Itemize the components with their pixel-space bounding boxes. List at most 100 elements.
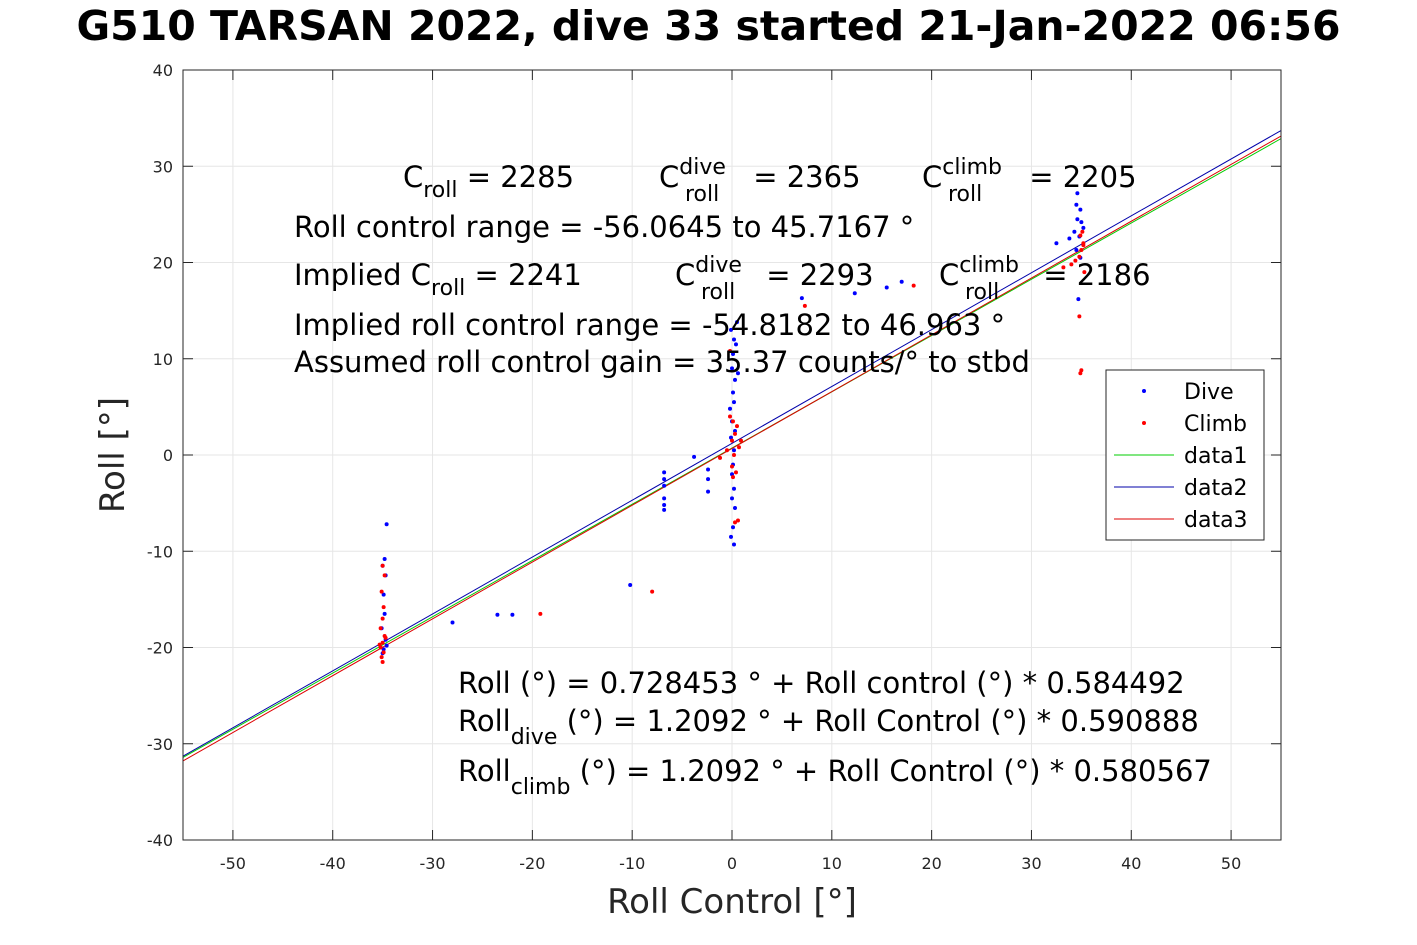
climb-point — [1061, 265, 1066, 270]
legend-label-data3: data3 — [1184, 508, 1248, 533]
dive-point — [1054, 241, 1059, 246]
climb-point — [380, 659, 385, 664]
x-tick-label: 30 — [1021, 854, 1041, 873]
climb-point — [1073, 258, 1078, 263]
x-tick-label: 10 — [822, 854, 842, 873]
dive-point — [1078, 207, 1083, 212]
dive-point — [899, 279, 904, 284]
climb-point — [379, 655, 384, 660]
legend-label-dive: Dive — [1184, 380, 1234, 405]
fit-overall: Roll (°) = 0.728453 ° + Roll control (°)… — [458, 666, 1185, 700]
fit-line-data2 — [182, 130, 1282, 757]
dive-point — [381, 647, 386, 652]
climb-point — [538, 611, 543, 616]
x-tick-label: 50 — [1221, 854, 1241, 873]
roll-control-range: Roll control range = -56.0645 to 45.7167… — [294, 210, 914, 244]
dive-point — [692, 454, 697, 459]
climb-point — [730, 419, 735, 424]
dive-point — [730, 351, 735, 356]
x-tick-label: -30 — [419, 854, 445, 873]
climb-point — [378, 626, 383, 631]
climb-point — [733, 470, 738, 475]
fit-dive: Rolldive (°) = 1.2092 ° + Roll Control (… — [458, 704, 1199, 750]
dive-point — [382, 611, 387, 616]
climb-point — [650, 589, 655, 594]
dive-point — [733, 342, 738, 347]
dive-point — [728, 406, 733, 411]
x-tick-label: 0 — [727, 854, 737, 873]
legend-marker-dive — [1142, 389, 1146, 393]
dive-point — [852, 291, 857, 296]
climb-point — [730, 464, 734, 469]
climb-point — [728, 414, 733, 419]
y-tick-label: 20 — [153, 254, 173, 273]
implied-croll-dive-label: Cdive roll = 2293 — [675, 253, 874, 305]
dive-point — [732, 505, 737, 510]
y-tick-label: 10 — [153, 350, 173, 369]
y-tick-label: -30 — [147, 735, 173, 754]
dive-point — [450, 620, 455, 625]
climb-point — [380, 563, 385, 568]
y-tick-label: -40 — [147, 831, 173, 850]
climb-point — [732, 520, 737, 525]
dive-point — [799, 296, 804, 301]
dive-point — [495, 612, 500, 617]
fit-climb: Rollclimb (°) = 1.2092 ° + Roll Control … — [458, 754, 1212, 800]
dive-point — [662, 507, 667, 512]
climb-point — [734, 424, 739, 429]
climb-point — [802, 303, 807, 308]
x-tick-label: -40 — [320, 854, 346, 873]
dive-point — [1074, 247, 1079, 252]
climb-point — [380, 640, 385, 645]
climb-point — [731, 453, 736, 457]
dive-point — [706, 467, 711, 472]
data-points — [377, 191, 1087, 664]
legend-label-data1: data1 — [1184, 444, 1248, 469]
y-tick-label: 0 — [163, 446, 173, 465]
axis-ticks: -50 -40 -30 -20 -10 0 10 20 30 40 50 -40 -30 -20 -10 0 1… — [147, 61, 1281, 873]
x-axis-label: Roll Control [°] — [607, 882, 857, 922]
dive-point — [628, 582, 633, 587]
climb-point — [1077, 314, 1082, 319]
climb-point — [1078, 371, 1083, 376]
dive-point — [1075, 217, 1080, 222]
dive-point — [1076, 297, 1081, 302]
dive-point — [382, 556, 387, 561]
y-tick-label: 40 — [153, 61, 173, 80]
climb-point — [1079, 247, 1084, 252]
climb-point — [1082, 270, 1087, 275]
climb-point — [381, 650, 386, 655]
dive-point — [732, 377, 737, 382]
chart-title: G510 TARSAN 2022, dive 33 started 21-Jan… — [76, 2, 1341, 50]
dive-point — [706, 477, 711, 482]
dive-point — [662, 483, 667, 488]
dive-point — [662, 470, 667, 475]
y-axis-label: Roll [°] — [93, 397, 133, 513]
x-tick-label: -50 — [220, 854, 246, 873]
climb-point — [725, 448, 730, 453]
climb-point — [718, 455, 723, 460]
implied-croll-label: Implied Croll = 2241 — [294, 258, 582, 301]
y-tick-label: 30 — [153, 157, 173, 176]
dive-point — [1072, 229, 1077, 234]
x-tick-label: 40 — [1121, 854, 1141, 873]
legend-marker-climb — [1142, 421, 1146, 425]
x-tick-label: -20 — [519, 854, 545, 873]
dive-point — [731, 486, 736, 491]
x-tick-label: -10 — [619, 854, 645, 873]
dive-point — [706, 489, 711, 494]
fit-line-data3 — [182, 135, 1282, 762]
climb-point — [732, 431, 737, 436]
climb-point — [380, 616, 385, 621]
climb-point — [1069, 262, 1074, 267]
x-tick-label: 20 — [921, 854, 941, 873]
climb-point — [730, 438, 734, 443]
climb-point — [728, 349, 733, 354]
legend: Dive Climb data1 data2 data3 — [1105, 369, 1265, 541]
dive-point — [1074, 202, 1079, 207]
dive-point — [510, 612, 515, 617]
climb-point — [738, 438, 743, 443]
climb-point — [1081, 243, 1086, 248]
climb-point — [1078, 233, 1083, 238]
